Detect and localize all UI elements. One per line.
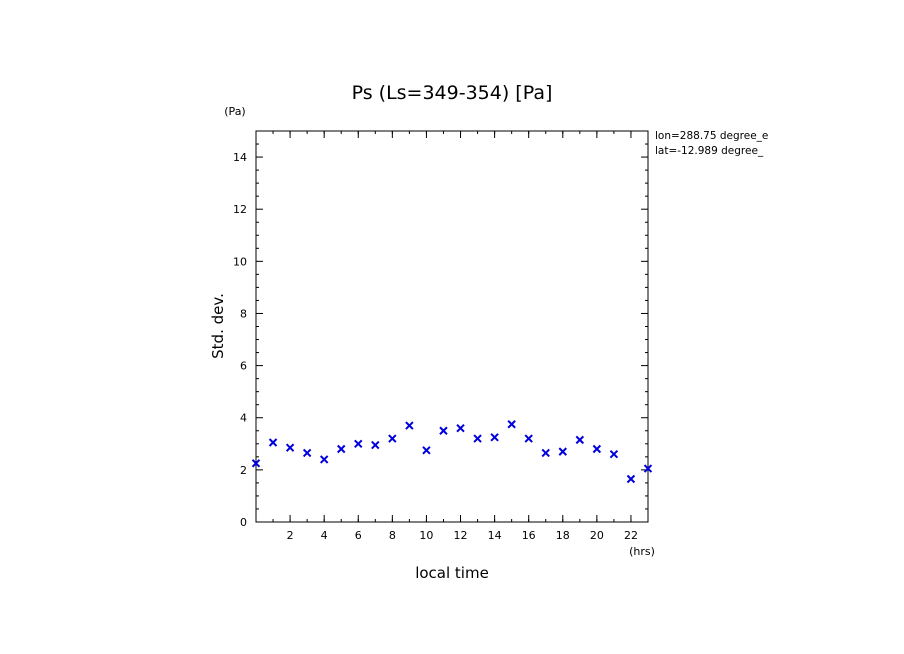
data-point-marker: [405, 421, 414, 430]
x-tick-label: 18: [556, 529, 570, 542]
data-point-marker: [285, 443, 295, 452]
x-tick-label: 8: [389, 529, 396, 542]
x-tick-label: 16: [522, 529, 536, 542]
x-tick-label: 14: [488, 529, 502, 542]
data-point-marker: [524, 434, 533, 443]
y-axis-label: Std. dev.: [209, 293, 227, 359]
y-tick-label: 2: [240, 464, 247, 477]
data-point-marker: [388, 434, 397, 443]
chart-title: Ps (Ls=349-354) [Pa]: [352, 82, 553, 104]
x-tick-label: 12: [454, 529, 468, 542]
y-unit-label: (Pa): [224, 105, 245, 118]
x-unit-label: (hrs): [629, 545, 655, 558]
x-tick-label: 6: [355, 529, 362, 542]
x-axis-label: local time: [415, 564, 489, 582]
x-tick-label: 10: [419, 529, 433, 542]
data-point-marker: [319, 455, 329, 464]
data-points-group: [251, 420, 653, 484]
x-tick-label: 2: [287, 529, 294, 542]
y-tick-label: 12: [233, 203, 247, 216]
data-point-marker: [439, 426, 448, 435]
x-tick-label: 22: [624, 529, 638, 542]
axes-group: 2 4 6 8 10 12 14 16 18 20 22 0 2 4 6 8 10 12 14: [233, 131, 648, 542]
data-point-marker: [422, 446, 431, 455]
data-point-marker: [490, 433, 499, 442]
y-tick-label: 6: [240, 360, 247, 373]
data-point-marker: [473, 434, 482, 443]
data-point-marker: [302, 448, 312, 458]
data-point-marker: [354, 439, 363, 449]
data-point-marker: [558, 447, 567, 456]
data-point-marker: [456, 423, 465, 433]
data-point-marker: [626, 474, 636, 484]
data-point-marker: [643, 464, 653, 473]
data-point-marker: [592, 444, 602, 454]
plot-area-frame: [255, 130, 649, 523]
y-tick-label: 14: [233, 151, 247, 164]
annotation-lon: lon=288.75 degree_e: [655, 130, 768, 142]
data-point-marker: [337, 444, 346, 454]
annotation-lat: lat=-12.989 degree_: [655, 145, 764, 157]
y-tick-label: 4: [240, 412, 247, 425]
x-tick-label: 20: [590, 529, 604, 542]
data-point-marker: [541, 448, 550, 458]
y-tick-label: 8: [240, 307, 247, 320]
y-tick-label: 10: [233, 255, 247, 268]
data-point-marker: [575, 435, 585, 445]
x-tick-label: 4: [321, 529, 328, 542]
data-point-marker: [371, 440, 380, 450]
y-tick-label: 0: [240, 516, 247, 529]
data-point-marker: [251, 459, 261, 468]
data-point-marker: [609, 450, 619, 459]
data-point-marker: [507, 420, 516, 429]
data-point-marker: [268, 438, 278, 447]
